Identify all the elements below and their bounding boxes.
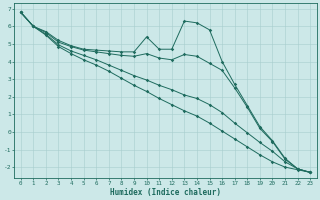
X-axis label: Humidex (Indice chaleur): Humidex (Indice chaleur)	[110, 188, 221, 197]
